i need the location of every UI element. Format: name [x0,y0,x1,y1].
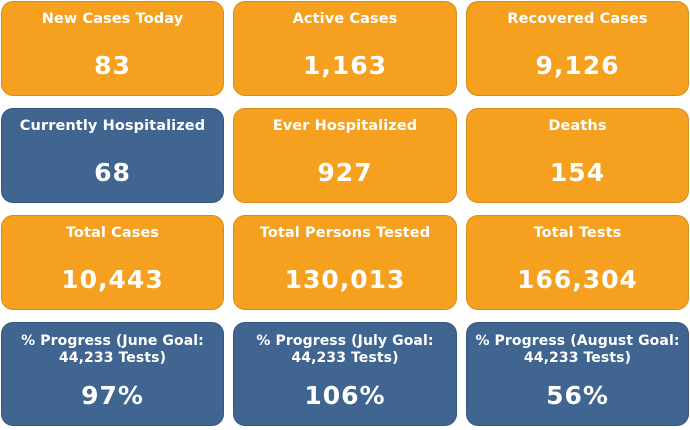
card-value: 97% [81,381,144,410]
card-value: 166,304 [517,265,638,294]
ever-hospitalized-card: Ever Hospitalized 927 [233,108,457,203]
card-value: 106% [304,381,386,410]
june-goal-progress-card: % Progress (June Goal: 44,233 Tests) 97% [1,322,224,426]
total-cases-card: Total Cases 10,443 [1,215,224,310]
card-value: 83 [94,51,131,80]
card-label: New Cases Today [41,11,184,27]
card-label: Ever Hospitalized [272,118,418,134]
card-label: Active Cases [292,11,398,27]
card-label: Total Tests [533,225,622,241]
july-goal-progress-card: % Progress (July Goal: 44,233 Tests) 106… [233,322,457,426]
active-cases-card: Active Cases 1,163 [233,1,457,96]
card-value: 56% [546,381,609,410]
new-cases-today-card: New Cases Today 83 [1,1,224,96]
card-value: 68 [94,158,131,187]
card-label: Currently Hospitalized [19,118,206,134]
card-label: % Progress (June Goal: 44,233 Tests) [21,333,204,366]
currently-hospitalized-card: Currently Hospitalized 68 [1,108,224,203]
deaths-card: Deaths 154 [466,108,689,203]
recovered-cases-card: Recovered Cases 9,126 [466,1,689,96]
total-persons-tested-card: Total Persons Tested 130,013 [233,215,457,310]
card-label: Deaths [548,118,607,134]
total-tests-card: Total Tests 166,304 [466,215,689,310]
card-value: 927 [317,158,373,187]
card-value: 130,013 [284,265,406,294]
card-label: % Progress (July Goal: 44,233 Tests) [256,333,434,366]
card-label: % Progress (August Goal: 44,233 Tests) [475,333,680,366]
card-value: 1,163 [302,51,388,80]
card-label: Total Persons Tested [259,225,431,241]
card-label: Recovered Cases [507,11,648,27]
card-value: 9,126 [535,51,620,80]
card-label: Total Cases [65,225,160,241]
august-goal-progress-card: % Progress (August Goal: 44,233 Tests) 5… [466,322,689,426]
card-value: 10,443 [61,265,164,294]
card-value: 154 [549,158,606,187]
